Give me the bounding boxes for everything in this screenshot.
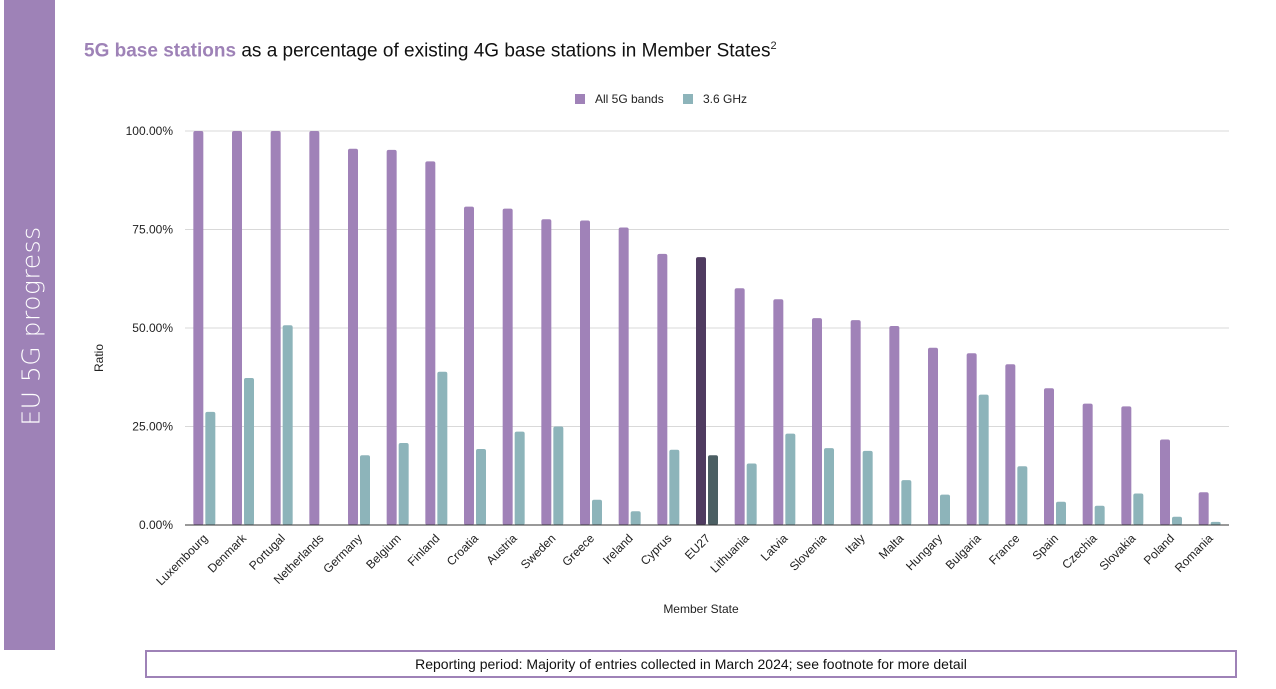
bar-3-6-ghz (824, 448, 834, 525)
bar-all-5g-bands (1044, 388, 1054, 525)
bar-all-5g-bands (773, 299, 784, 525)
y-tick-label: 0.00% (139, 518, 173, 532)
x-tick-label: Malta (876, 531, 907, 562)
bar-all-5g-bands (541, 219, 552, 526)
bar-3-6-ghz (940, 494, 950, 525)
bar-all-5g-bands (618, 227, 629, 525)
x-tick-label: Slovenia (787, 531, 830, 574)
bar-all-5g-bands (580, 220, 590, 526)
x-tick-label: Germany (320, 531, 365, 576)
y-tick-label: 75.00% (132, 223, 173, 237)
bar-all-5g-bands (1082, 403, 1093, 525)
y-tick-label: 25.00% (132, 420, 173, 434)
title-highlight: 5G base stations (84, 40, 237, 62)
bar-all-5g-bands (696, 257, 706, 525)
x-tick-label: Ireland (600, 531, 636, 567)
x-tick-label: Slovakia (1096, 531, 1138, 573)
bar-3-6-ghz (978, 394, 989, 525)
reporting-period-note: Reporting period: Majority of entries co… (145, 650, 1237, 678)
bar-3-6-ghz (592, 499, 602, 525)
bar-3-6-ghz (1172, 516, 1182, 525)
y-axis-title: Ratio (92, 344, 106, 372)
bar-3-6-ghz (437, 371, 448, 525)
x-tick-label: Belgium (363, 531, 404, 572)
x-tick-label: EU27 (682, 531, 713, 562)
bar-chart: 0.00% 25.00% 50.00% 75.00% 100.00% Luxembourg… (92, 92, 1229, 616)
bar-all-5g-bands (502, 208, 513, 526)
x-tick-label: Austria (483, 531, 520, 568)
bar-all-5g-bands (850, 320, 861, 525)
x-tick-label: Croatia (444, 531, 481, 568)
bar-3-6-ghz (630, 511, 641, 525)
x-tick-label: Czechia (1059, 531, 1100, 572)
bar-3-6-ghz (1094, 505, 1105, 525)
bar-all-5g-bands (928, 347, 938, 525)
bar-all-5g-bands (309, 131, 320, 525)
legend-swatch-3-6-ghz (683, 94, 693, 104)
legend-label-all-5g: All 5G bands (595, 92, 664, 106)
bar-3-6-ghz (901, 480, 912, 525)
bar-3-6-ghz (360, 455, 370, 525)
x-tick-label: Spain (1030, 531, 1062, 563)
bar-3-6-ghz (1210, 521, 1221, 525)
bar-3-6-ghz (282, 325, 293, 525)
x-tick-label: Italy (842, 531, 867, 556)
x-tick-label: Lithuania (707, 531, 752, 576)
x-tick-label: Latvia (758, 531, 791, 564)
x-axis-title: Member State (663, 602, 739, 616)
bar-3-6-ghz (1017, 466, 1028, 525)
bar-3-6-ghz (862, 450, 873, 525)
bar-all-5g-bands (232, 131, 242, 525)
bar-3-6-ghz (205, 411, 216, 525)
x-tick-label: Poland (1141, 531, 1177, 567)
bar-all-5g-bands (348, 148, 358, 526)
bar-all-5g-bands (1160, 439, 1170, 525)
bar-all-5g-bands (734, 288, 745, 525)
bar-3-6-ghz (398, 443, 409, 525)
bar-all-5g-bands (889, 326, 900, 525)
bar-3-6-ghz (244, 378, 254, 525)
sidebar: EU 5G progress (4, 0, 55, 650)
bar-3-6-ghz (553, 426, 564, 525)
bar-all-5g-bands (386, 149, 397, 526)
x-tick-label: Denmark (205, 531, 250, 576)
bar-3-6-ghz (785, 433, 796, 525)
bar-3-6-ghz (1056, 501, 1066, 525)
bar-3-6-ghz (1133, 493, 1144, 525)
bar-all-5g-bands (464, 206, 474, 525)
bar-all-5g-bands (425, 161, 436, 525)
page-title: 5G base stations as a percentage of exis… (84, 40, 777, 62)
y-tick-label: 100.00% (126, 124, 174, 138)
bar-all-5g-bands (966, 353, 977, 525)
bar-all-5g-bands (1121, 406, 1132, 525)
x-tick-label: Sweden (518, 531, 559, 572)
x-tick-label: Greece (559, 531, 597, 569)
bar-3-6-ghz (708, 455, 718, 525)
x-tick-label: Cyprus (638, 531, 675, 568)
title-footnote-mark: 2 (770, 40, 777, 52)
bar-3-6-ghz (514, 431, 525, 525)
bar-all-5g-bands (1198, 492, 1209, 525)
x-tick-label: Hungary (903, 531, 945, 573)
bar-all-5g-bands (1005, 364, 1016, 525)
bar-3-6-ghz (746, 463, 757, 525)
bar-all-5g-bands (812, 318, 822, 525)
x-tick-label: France (986, 531, 1023, 568)
bar-all-5g-bands (270, 131, 281, 525)
bar-3-6-ghz (476, 448, 486, 525)
bar-all-5g-bands (657, 253, 668, 526)
bar-3-6-ghz (669, 449, 680, 525)
x-tick-label: Bulgaria (943, 531, 984, 572)
legend-label-3-6-ghz: 3.6 GHz (703, 92, 747, 106)
bar-all-5g-bands (193, 131, 204, 525)
x-tick-label: Finland (405, 531, 443, 569)
legend-swatch-all-5g (575, 94, 585, 104)
title-rest: as a percentage of existing 4G base stat… (241, 40, 771, 62)
x-tick-label: Romania (1172, 531, 1216, 575)
y-tick-label: 50.00% (132, 321, 173, 335)
reporting-period-text: Reporting period: Majority of entries co… (415, 656, 967, 672)
x-tick-label: Luxembourg (153, 531, 210, 588)
